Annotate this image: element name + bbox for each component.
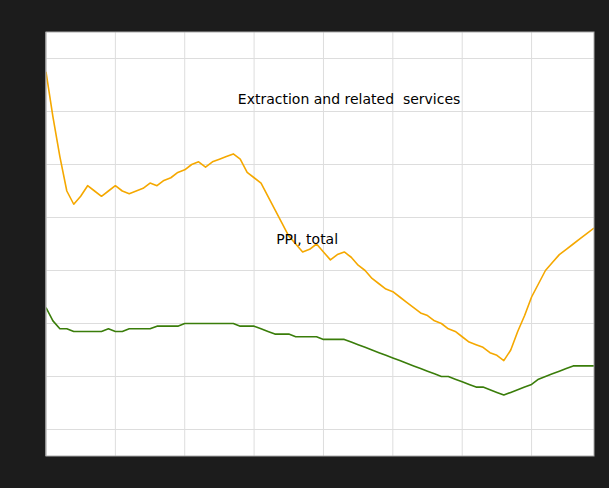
annotation: Extraction and related services — [238, 91, 461, 107]
series-line — [46, 72, 594, 361]
grid — [46, 32, 594, 456]
grid-line-y — [46, 217, 594, 218]
plot-frame — [46, 32, 594, 456]
annotation: PPI, total — [276, 231, 338, 247]
grid-line-y — [46, 164, 594, 165]
grid-line-x — [462, 32, 463, 456]
grid-line-y — [46, 111, 594, 112]
grid-line-x — [531, 32, 532, 456]
series-line — [46, 308, 594, 395]
grid-line-y — [46, 376, 594, 377]
grid-line-y — [46, 429, 594, 430]
grid-line-y — [46, 58, 594, 59]
grid-line-y — [46, 323, 594, 324]
grid-line-x — [115, 32, 116, 456]
plot-area — [46, 32, 594, 456]
lines — [46, 72, 594, 395]
grid-line-y — [46, 270, 594, 271]
chart: Extraction and related services PPI, tota… — [0, 0, 609, 488]
grid-line-x — [184, 32, 185, 456]
